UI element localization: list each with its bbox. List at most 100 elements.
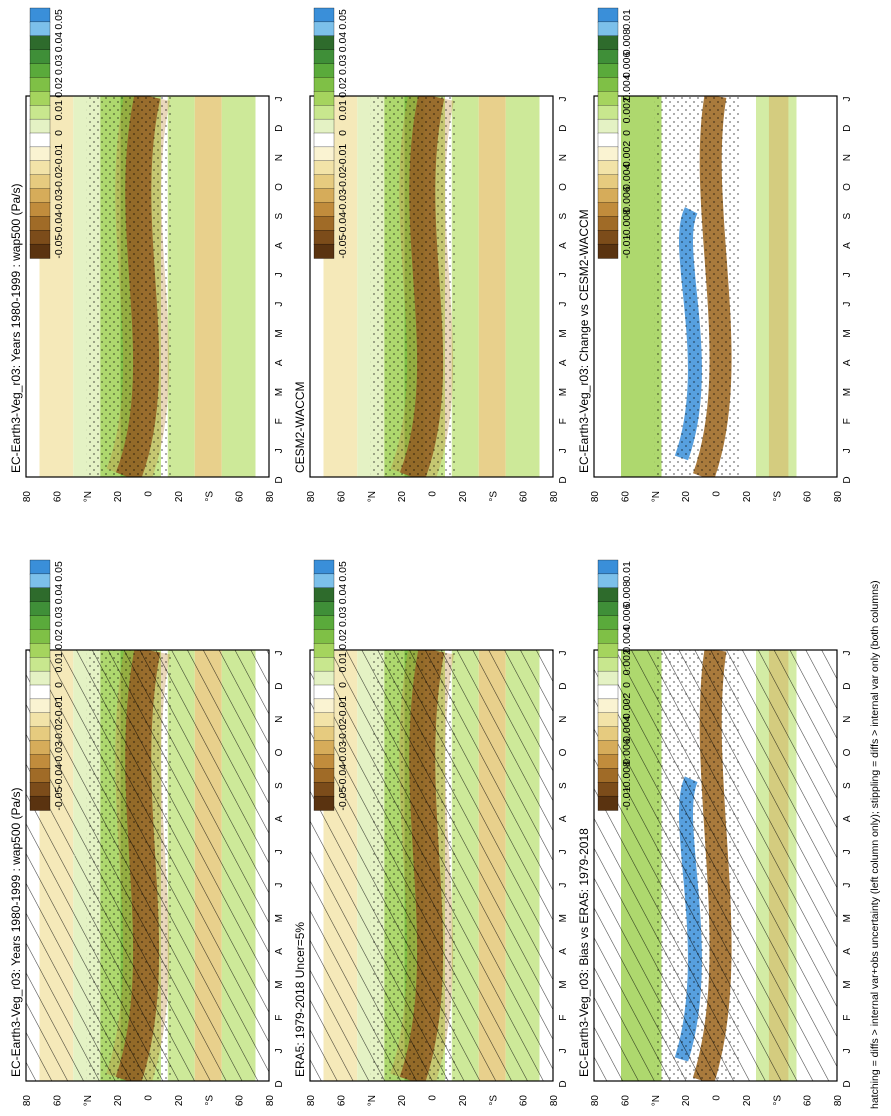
month-tick-label: J bbox=[842, 849, 853, 854]
lat-tick-label: 80 bbox=[265, 491, 276, 503]
colorbar-tick-label: 0.01 bbox=[337, 652, 349, 673]
lat-tick-label: °S bbox=[772, 491, 783, 502]
colorbar-swatch bbox=[29, 684, 51, 700]
panel-title: EC-Earth3-Veg_r03: Years 1980-1999 : wap… bbox=[9, 183, 23, 473]
lat-tick-label: 0 bbox=[428, 1095, 439, 1101]
month-tick-label: S bbox=[274, 213, 285, 220]
month-tick-label: A bbox=[558, 815, 569, 822]
panel-1: EC-Earth3-Veg_r03: Years 1980-1999 : wap… bbox=[9, 559, 285, 1107]
lat-tick-label: 60 bbox=[235, 491, 246, 503]
month-tick-label: J bbox=[274, 302, 285, 307]
month-tick-label: M bbox=[274, 388, 285, 396]
month-tick-label: D bbox=[558, 476, 569, 483]
colorbar-tick-label: 0.006 bbox=[621, 604, 633, 630]
month-tick-label: A bbox=[842, 815, 853, 822]
colorbar-swatch bbox=[313, 230, 335, 245]
colorbar-swatch bbox=[29, 132, 51, 148]
month-tick-label: O bbox=[558, 748, 569, 756]
month-tick-label: A bbox=[842, 359, 853, 366]
month-tick-label: D bbox=[558, 683, 569, 690]
colorbar-swatch bbox=[29, 174, 51, 190]
colorbar-tick-label: 0.05 bbox=[53, 9, 65, 30]
lat-tick-label: °S bbox=[488, 491, 499, 502]
colorbar-tick-label: -0.008 bbox=[621, 209, 633, 239]
month-tick-label: A bbox=[558, 359, 569, 366]
colorbar-swatch bbox=[313, 615, 335, 631]
colorbar-swatch bbox=[313, 118, 335, 134]
colorbar-swatch bbox=[313, 712, 335, 728]
lat-tick-label: 80 bbox=[590, 1095, 601, 1107]
colorbar-tick-label: 0.01 bbox=[621, 9, 633, 30]
colorbar-swatch bbox=[313, 160, 335, 176]
colorbar-swatch bbox=[29, 782, 51, 797]
colorbar-tick-label: 0.01 bbox=[53, 100, 65, 121]
colorbar-tick-label: 0.03 bbox=[337, 606, 349, 627]
colorbar-swatch bbox=[29, 615, 51, 631]
colorbar-tick-label: 0 bbox=[621, 130, 633, 136]
month-tick-label: S bbox=[558, 782, 569, 789]
month-tick-label: M bbox=[842, 980, 853, 988]
month-tick-label: S bbox=[274, 782, 285, 789]
colorbar-swatch bbox=[313, 132, 335, 148]
colorbar-tick-label: 0 bbox=[53, 130, 65, 136]
colorbar-swatch bbox=[597, 559, 619, 575]
panel-4-field bbox=[310, 96, 553, 477]
lat-tick-label: 20 bbox=[113, 1095, 124, 1107]
lat-tick-label: 20 bbox=[681, 1095, 692, 1107]
lat-tick-label: 20 bbox=[742, 1095, 753, 1107]
month-tick-label: D bbox=[842, 476, 853, 483]
panel-frame bbox=[593, 649, 838, 1082]
month-tick-label: J bbox=[274, 849, 285, 854]
colorbar-tick-label: 0.006 bbox=[621, 52, 633, 78]
lat-tick-label: 0 bbox=[144, 491, 155, 497]
colorbar-tick-label: 0.03 bbox=[337, 54, 349, 75]
colorbar-swatch bbox=[597, 657, 619, 672]
month-tick-label: D bbox=[842, 1080, 853, 1087]
lat-tick-label: 60 bbox=[803, 491, 814, 503]
colorbar-swatch bbox=[313, 105, 335, 120]
colorbar-swatch bbox=[597, 782, 619, 797]
colorbar-tick-label: -0.04 bbox=[337, 212, 349, 236]
lat-tick-label: 20 bbox=[742, 491, 753, 503]
month-tick-label: D bbox=[842, 683, 853, 690]
colorbar-tick-label: 0.03 bbox=[53, 606, 65, 627]
lat-tick-label: 80 bbox=[833, 1095, 844, 1107]
colorbar-tick-label: 0.002 bbox=[621, 97, 633, 123]
month-tick-label: O bbox=[842, 748, 853, 756]
colorbar-tick-label: -0.02 bbox=[337, 166, 349, 190]
lat-tick-label: 60 bbox=[620, 1095, 631, 1107]
month-tick-label: M bbox=[274, 980, 285, 988]
colorbar-swatch bbox=[313, 49, 335, 65]
lat-tick-label: °S bbox=[204, 491, 215, 502]
colorbar-swatch bbox=[29, 643, 51, 658]
colorbar-tick-label: -0.008 bbox=[621, 761, 633, 791]
colorbar-swatch bbox=[597, 698, 619, 714]
colorbar-tick-label: -0.05 bbox=[53, 235, 65, 259]
colorbar-swatch bbox=[313, 795, 335, 811]
month-tick-label: M bbox=[558, 980, 569, 988]
colorbar-swatch bbox=[313, 35, 335, 51]
colorbar-swatch bbox=[29, 188, 51, 204]
month-tick-label: F bbox=[274, 418, 285, 424]
colorbar-swatch bbox=[313, 684, 335, 700]
colorbar-tick-label: 0.02 bbox=[337, 77, 349, 98]
month-tick-label: J bbox=[558, 849, 569, 854]
colorbar-swatch bbox=[597, 712, 619, 728]
month-tick-label: J bbox=[842, 651, 853, 656]
lat-tick-label: 0 bbox=[712, 491, 723, 497]
lat-tick-label: 20 bbox=[397, 491, 408, 503]
colorbar-swatch bbox=[597, 615, 619, 631]
colorbar-swatch bbox=[313, 768, 335, 783]
panel-4: CESM2-WACCM 80 60 °N 20 0 20 °S 60 80 D J F M A M J J A S O N… bbox=[293, 7, 569, 503]
colorbar-tick-label: -0.04 bbox=[53, 212, 65, 236]
colorbar-swatch bbox=[29, 559, 51, 575]
month-tick-label: J bbox=[558, 97, 569, 102]
panel-6-field bbox=[594, 96, 837, 477]
colorbar-tick-label: 0.02 bbox=[53, 77, 65, 98]
colorbar-swatch bbox=[597, 670, 619, 686]
colorbar-swatch bbox=[29, 754, 51, 769]
lat-tick-label: 60 bbox=[803, 1095, 814, 1107]
colorbar-swatch bbox=[29, 202, 51, 217]
colorbar-swatch bbox=[29, 7, 51, 23]
